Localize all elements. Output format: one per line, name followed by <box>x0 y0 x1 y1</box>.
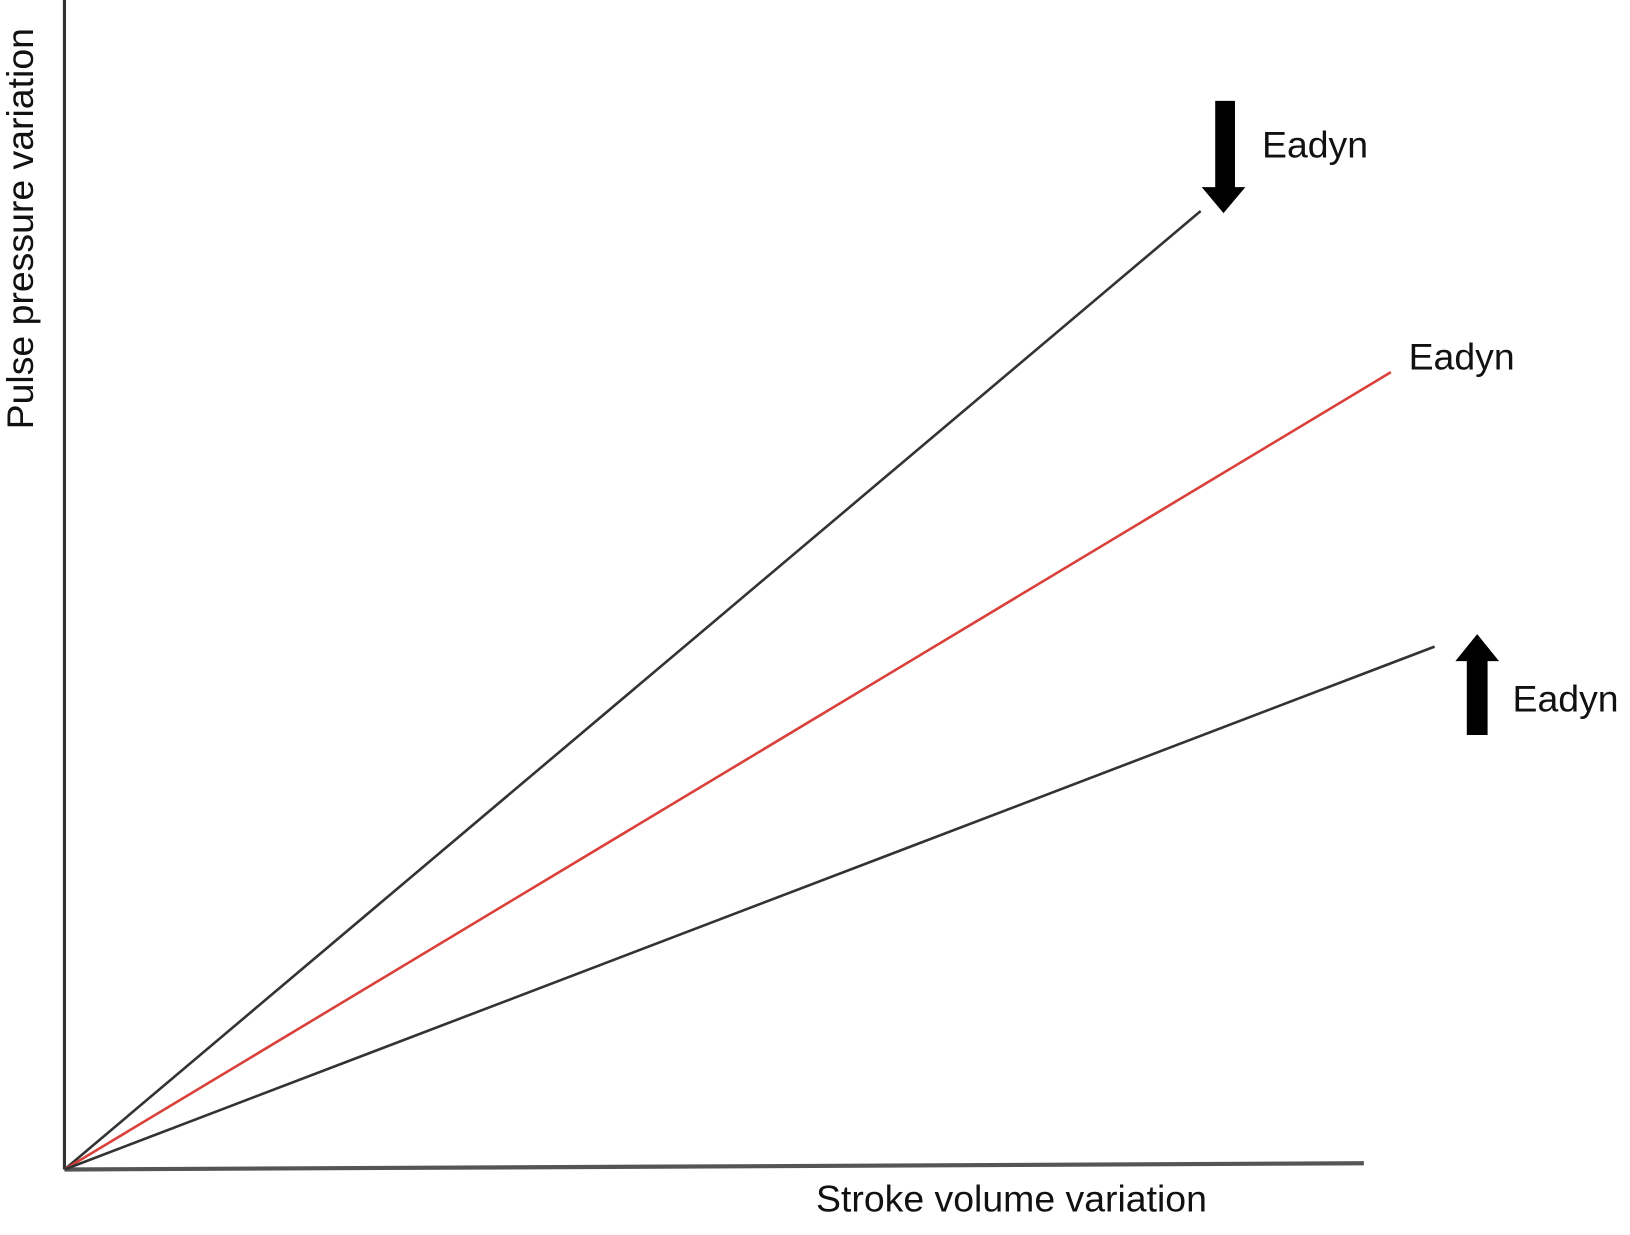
down-arrow <box>1201 100 1246 214</box>
up-arrow <box>1455 634 1500 735</box>
upper-line <box>63 210 1202 1171</box>
line-label: Eadyn <box>1262 124 1368 166</box>
x-axis-label: Stroke volume variation <box>816 1178 1207 1220</box>
lower-line <box>63 645 1436 1171</box>
y-axis-label: Pulse pressure variation <box>0 28 41 429</box>
reference-line <box>63 371 1392 1171</box>
line-label: Eadyn <box>1513 678 1619 720</box>
x-axis <box>64 1161 1364 1172</box>
line-label: Eadyn <box>1409 336 1515 378</box>
